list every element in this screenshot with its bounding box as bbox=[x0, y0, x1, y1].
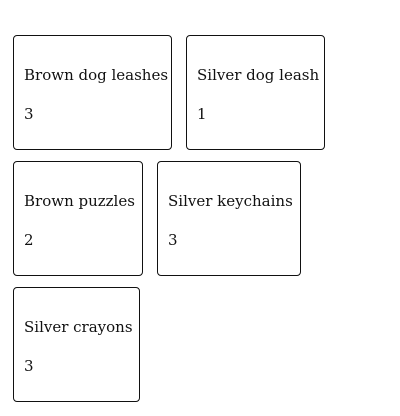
item-name: Silver dog leash bbox=[197, 66, 320, 84]
item-card: Silver dog leash 1 bbox=[186, 35, 325, 150]
item-card: Brown puzzles 2 bbox=[13, 161, 143, 276]
item-card: Brown dog leashes 3 bbox=[13, 35, 172, 150]
item-count: 1 bbox=[197, 105, 207, 123]
item-count: 2 bbox=[24, 231, 34, 249]
item-name: Brown puzzles bbox=[24, 192, 135, 210]
item-count: 3 bbox=[24, 357, 34, 375]
item-name: Silver crayons bbox=[24, 318, 133, 336]
item-name: Brown dog leashes bbox=[24, 66, 169, 84]
item-name: Silver keychains bbox=[168, 192, 293, 210]
item-count: 3 bbox=[168, 231, 178, 249]
item-card: Silver crayons 3 bbox=[13, 287, 140, 402]
item-count: 3 bbox=[24, 105, 34, 123]
item-card: Silver keychains 3 bbox=[157, 161, 301, 276]
